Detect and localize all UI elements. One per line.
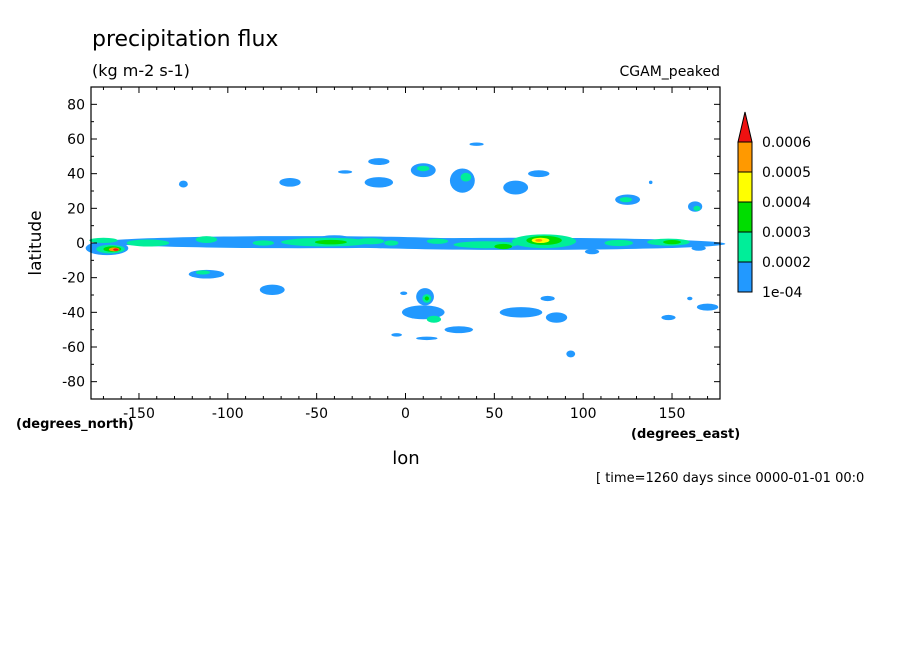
x-axis-label: lon: [392, 448, 419, 469]
contour-blob-9: [252, 240, 275, 246]
contour-blob-61: [584, 249, 600, 255]
contour-blob-34: [368, 158, 390, 166]
colorbar: 0.0006 0.0005 0.0004 0.0003 0.0002 1e-04: [737, 111, 811, 301]
x-tick-label-0: -150: [123, 406, 155, 422]
contour-blob-16: [494, 243, 513, 250]
colorbar-label-3: 0.0003: [762, 225, 811, 241]
colorbar-swatch-3: [737, 231, 753, 263]
chart-title: precipitation flux: [92, 27, 278, 52]
y-tick-label-0: 80: [67, 97, 85, 113]
contour-blob-53: [540, 295, 555, 302]
model-label: CGAM_peaked: [620, 64, 720, 80]
contour-blob-14: [426, 238, 449, 244]
contour-blob-33: [460, 172, 472, 182]
contour-blob-28: [424, 296, 429, 301]
y-tick-label-5: -20: [62, 271, 85, 287]
contour-blob-8: [195, 236, 218, 244]
contour-blob-38: [178, 180, 188, 188]
colorbar-swatch-4: [737, 261, 753, 293]
contour-blob-35: [364, 177, 394, 188]
colorbar-label-5: 1e-04: [762, 285, 802, 301]
contour-blob-40: [528, 170, 550, 178]
contour-blob-49: [259, 284, 285, 295]
contour-blob-45: [693, 205, 701, 211]
contour-blob-55: [696, 303, 719, 311]
contour-blob-60: [687, 296, 693, 301]
contour-blob-51: [499, 307, 543, 318]
colorbar-swatch-0: [737, 141, 753, 173]
chart-units: (kg m-2 s-1): [92, 61, 190, 80]
x-tick-label-4: 50: [485, 406, 503, 422]
contour-blob-52: [545, 312, 568, 323]
colorbar-label-0: 0.0006: [762, 135, 811, 151]
colorbar-swatch-1: [737, 171, 753, 203]
contour-blob-11: [314, 239, 347, 245]
y-tick-label-2: 40: [67, 167, 85, 183]
contour-blob-20: [535, 239, 543, 242]
contour-blob-21: [604, 239, 633, 247]
contour-blob-12: [355, 238, 385, 245]
colorbar-over-arrow: [737, 111, 753, 143]
plot-area: -150 -100 -50 0 50 100 150 80 60 40 20 0 -20 -40 -60 -8…: [62, 86, 726, 422]
contour-blob-13: [384, 240, 399, 246]
x-tick-label-3: 0: [401, 406, 410, 422]
contour-blob-43: [619, 197, 633, 203]
contour-fields: [85, 142, 726, 358]
contour-blob-62: [691, 245, 706, 251]
contour-blob-58: [391, 333, 402, 337]
contour-blob-41: [469, 142, 484, 146]
contour-blob-57: [416, 336, 438, 341]
contour-blob-50: [444, 326, 474, 334]
colorbar-label-1: 0.0005: [762, 165, 811, 181]
contour-blob-6: [113, 248, 119, 251]
axis-ticks: -150 -100 -50 0 50 100 150 80 60 40 20 0 -20 -40 -60 -8…: [62, 86, 720, 422]
colorbar-label-4: 0.0002: [762, 255, 811, 271]
contour-blob-48: [195, 270, 211, 275]
contour-blob-46: [648, 180, 653, 185]
y-tick-label-3: 20: [67, 201, 85, 217]
contour-blob-7: [126, 239, 170, 247]
contour-blob-37: [279, 178, 301, 187]
y-tick-label-4: 0: [76, 236, 85, 252]
contour-blob-36: [337, 170, 353, 174]
colorbar-label-2: 0.0004: [762, 195, 811, 211]
y-axis-label: latitude: [26, 210, 46, 275]
contour-blob-24: [89, 237, 118, 243]
x-tick-label-2: -50: [305, 406, 328, 422]
contour-blob-32: [449, 168, 475, 193]
contour-blob-29: [426, 315, 442, 323]
x-tick-label-5: 100: [570, 406, 597, 422]
contour-blob-59: [400, 291, 408, 295]
contour-blob-31: [417, 165, 430, 172]
colorbar-swatch-2: [737, 201, 753, 233]
y-tick-label-6: -40: [62, 305, 85, 321]
contour-blob-23: [663, 240, 681, 245]
y-tick-label-7: -60: [62, 340, 85, 356]
contour-blob-39: [503, 180, 529, 195]
contour-blob-56: [566, 350, 576, 358]
x-tick-label-6: 150: [659, 406, 686, 422]
contour-blob-54: [661, 314, 676, 321]
y-tick-label-8: -80: [62, 375, 85, 391]
time-stamp: [ time=1260 days since 0000-01-01 00:0: [596, 471, 864, 486]
x-tick-label-1: -100: [212, 406, 244, 422]
y-units-label: (degrees_north): [16, 417, 134, 432]
y-tick-label-1: 60: [67, 132, 85, 148]
x-units-label: (degrees_east): [631, 427, 740, 442]
